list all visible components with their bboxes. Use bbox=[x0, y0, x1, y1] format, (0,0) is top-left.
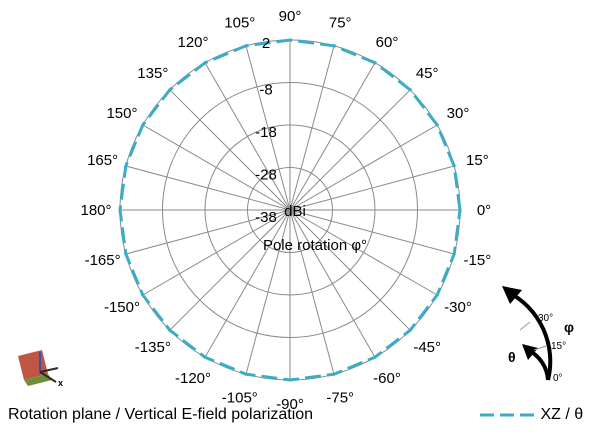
ring-4 bbox=[289, 209, 291, 211]
series-0-point-9 bbox=[168, 88, 172, 92]
angular-tick-label-22: -30° bbox=[444, 299, 472, 316]
series-0-point-20 bbox=[373, 355, 377, 359]
angular-tick-label-10: 150° bbox=[106, 105, 137, 122]
legend: XZ / θ bbox=[478, 406, 583, 424]
series-0-point-3 bbox=[408, 88, 412, 92]
series-0-point-15 bbox=[168, 328, 172, 332]
series-0-point-23 bbox=[452, 252, 456, 256]
legend-label: XZ / θ bbox=[540, 406, 584, 423]
angular-tick-label-7: 105° bbox=[224, 15, 255, 32]
series-0-point-14 bbox=[141, 293, 145, 297]
series-0-point-16 bbox=[203, 355, 207, 359]
series-0-point-12 bbox=[118, 208, 122, 212]
angular-tick-label-1: 15° bbox=[466, 152, 489, 169]
legend-swatch-icon bbox=[480, 413, 534, 417]
angular-tick-label-3: 45° bbox=[416, 65, 439, 82]
series-0-point-11 bbox=[124, 164, 128, 168]
radial-tick-label-2: -18 bbox=[255, 124, 277, 141]
series-0-point-5 bbox=[332, 44, 336, 48]
angular-tick-label-16: -120° bbox=[175, 370, 211, 387]
angular-tick-label-14: -150° bbox=[104, 299, 140, 316]
series-0-point-13 bbox=[124, 252, 128, 256]
series-0-point-18 bbox=[288, 378, 292, 382]
angular-tick-label-9: 135° bbox=[137, 65, 168, 82]
series-0-point-8 bbox=[203, 61, 207, 65]
series-0-point-2 bbox=[435, 123, 439, 127]
angular-axis-label: Pole rotation φ° bbox=[263, 237, 367, 254]
ring-2 bbox=[204, 124, 376, 296]
radial-tick-label-0: 2 bbox=[262, 35, 270, 52]
radial-tick-label-1: -8 bbox=[259, 82, 272, 99]
rotation-indicator: 30° 15° 0° φ θ bbox=[502, 286, 574, 384]
angular-tick-label-17: -105° bbox=[222, 389, 258, 406]
indicator-tick-15: 15° bbox=[551, 341, 566, 352]
angular-tick-label-19: -75° bbox=[326, 389, 354, 406]
angular-tick-label-5: 75° bbox=[329, 15, 352, 32]
axes-orientation-icon: x bbox=[18, 350, 63, 388]
angular-tick-label-8: 120° bbox=[177, 34, 208, 51]
series-0-point-17 bbox=[244, 372, 248, 376]
series-0-point-1 bbox=[452, 164, 456, 168]
angular-tick-label-0: 0° bbox=[477, 202, 491, 219]
angular-tick-label-18: -90° bbox=[276, 396, 304, 413]
series-0-point-6 bbox=[288, 38, 292, 42]
angular-tick-labels: 0° 15° 30° 45° 60° 75° 90° 105° 120° 135° 150° 165°… bbox=[80, 8, 491, 413]
series-0-point-21 bbox=[408, 328, 412, 332]
theta-symbol: θ bbox=[508, 349, 516, 365]
series-0-point-4 bbox=[373, 61, 377, 65]
ring-1 bbox=[162, 82, 418, 338]
angular-tick-label-23: -15° bbox=[464, 252, 492, 269]
angular-tick-label-4: 60° bbox=[376, 34, 399, 51]
indicator-tick-0: 0° bbox=[553, 373, 563, 384]
phi-arrow-head-icon bbox=[502, 286, 522, 304]
series-0-point-22 bbox=[435, 293, 439, 297]
phi-symbol: φ bbox=[564, 319, 574, 335]
theta-arrow-head-icon bbox=[522, 344, 538, 360]
angular-tick-label-2: 30° bbox=[447, 105, 470, 122]
angular-tick-label-12: 180° bbox=[80, 202, 111, 219]
angular-tick-label-11: 165° bbox=[87, 152, 118, 169]
radial-tick-label-4: -38 bbox=[255, 209, 277, 226]
angular-tick-label-6: 90° bbox=[279, 8, 302, 25]
series-0-point-19 bbox=[332, 372, 336, 376]
angular-tick-label-21: -45° bbox=[413, 339, 441, 356]
indicator-tick-30: 30° bbox=[538, 313, 553, 324]
series-0-point-10 bbox=[141, 123, 145, 127]
angular-tick-label-20: -60° bbox=[373, 370, 401, 387]
chart-caption: Rotation plane / Vertical E-field polari… bbox=[8, 406, 314, 423]
angular-tick-label-13: -165° bbox=[85, 252, 121, 269]
radial-tick-label-3: -28 bbox=[255, 167, 277, 184]
series-layer bbox=[118, 38, 462, 382]
svg-text:x: x bbox=[58, 378, 63, 388]
ring-3 bbox=[247, 167, 333, 253]
series-0-point-0 bbox=[458, 208, 462, 212]
radial-unit-label: dBi bbox=[284, 203, 306, 220]
series-0-point-7 bbox=[244, 44, 248, 48]
radial-tick-labels: 2 -8 -18 -28 -38 bbox=[255, 35, 277, 226]
angular-tick-label-15: -135° bbox=[135, 339, 171, 356]
